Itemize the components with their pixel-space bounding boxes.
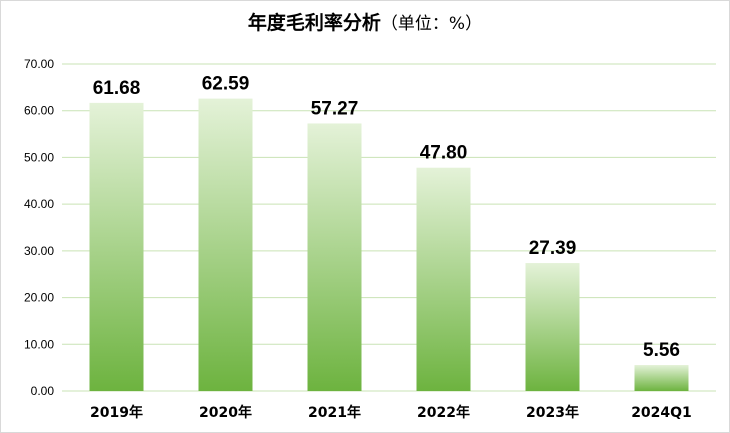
y-tick-label: 50.00 xyxy=(24,150,54,164)
data-label: 27.39 xyxy=(529,238,577,259)
bar xyxy=(307,123,362,391)
y-tick-label: 10.00 xyxy=(24,337,54,351)
data-label: 61.68 xyxy=(93,78,141,99)
y-axis: 0.00 10.00 20.00 30.00 40.00 50.00 60.00 70.00 xyxy=(24,57,54,398)
data-label: 57.27 xyxy=(311,98,359,119)
x-tick-label: 2021年 xyxy=(308,404,361,421)
chart-unit-label: （单位：%） xyxy=(380,14,483,34)
x-tick-label: 2024Q1 xyxy=(631,405,692,421)
chart-title-block: 年度毛利率分析（单位：%） xyxy=(0,8,730,35)
y-tick-label: 30.00 xyxy=(24,244,54,258)
bar xyxy=(525,263,580,391)
data-label: 5.56 xyxy=(643,340,680,361)
bar xyxy=(89,102,144,392)
y-tick-label: 70.00 xyxy=(24,57,54,71)
y-tick-label: 20.00 xyxy=(24,291,54,305)
x-tick-label: 2022年 xyxy=(417,404,470,421)
data-labels: 61.68 62.59 57.27 47.80 27.39 5.56 xyxy=(93,74,680,361)
bar xyxy=(198,98,253,391)
bars xyxy=(89,98,689,392)
data-label: 62.59 xyxy=(202,74,250,95)
chart-title: 年度毛利率分析 xyxy=(247,12,381,34)
y-tick-label: 40.00 xyxy=(24,197,54,211)
x-tick-label: 2023年 xyxy=(526,404,579,421)
x-tick-label: 2019年 xyxy=(90,404,143,421)
y-tick-label: 0.00 xyxy=(31,384,55,398)
bar xyxy=(634,365,689,391)
data-label: 47.80 xyxy=(420,143,468,164)
gridlines xyxy=(62,63,716,392)
x-axis: 2019年 2020年 2021年 2022年 2023年 2024Q1 xyxy=(90,404,692,421)
x-tick-label: 2020年 xyxy=(199,404,252,421)
y-tick-label: 60.00 xyxy=(24,104,54,118)
bar xyxy=(416,167,471,391)
